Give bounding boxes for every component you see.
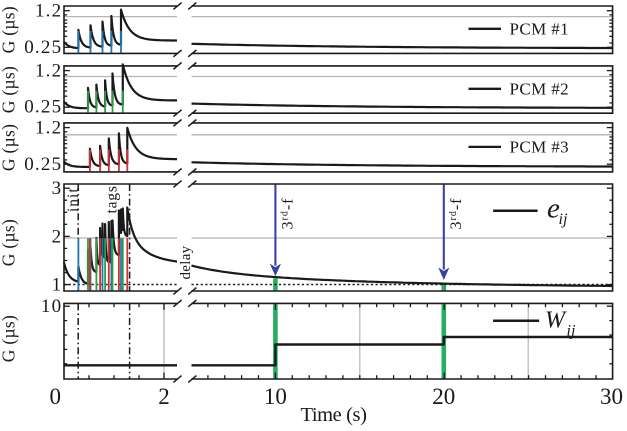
- svg-text:e: e: [547, 193, 560, 225]
- svg-text:ij: ij: [559, 211, 568, 228]
- svg-text:PCM #2: PCM #2: [510, 80, 570, 99]
- svg-text:30: 30: [600, 384, 623, 409]
- svg-text:3: 3: [52, 178, 63, 199]
- svg-text:G (µs): G (µs): [0, 315, 19, 362]
- svg-text:20: 20: [432, 384, 455, 409]
- svg-text:Time (s): Time (s): [300, 404, 366, 426]
- svg-text:ij: ij: [567, 323, 576, 340]
- svg-text:10: 10: [264, 384, 287, 409]
- svg-text:1.2: 1.2: [35, 1, 62, 22]
- svg-text:init: init: [65, 187, 82, 212]
- svg-text:W: W: [545, 308, 567, 334]
- svg-text:G (µs): G (µs): [0, 66, 19, 113]
- svg-text:10: 10: [41, 296, 62, 317]
- svg-text:G (µs): G (µs): [0, 6, 19, 53]
- svg-text:delay: delay: [178, 245, 194, 279]
- svg-text:PCM #1: PCM #1: [510, 20, 570, 39]
- svg-text:1: 1: [52, 275, 63, 296]
- svg-text:3rd-f: 3rd-f: [448, 198, 465, 230]
- svg-text:2: 2: [52, 226, 63, 247]
- svg-text:0.25: 0.25: [24, 37, 62, 58]
- svg-text:tags: tags: [104, 185, 121, 213]
- svg-text:G (µs): G (µs): [0, 219, 19, 266]
- svg-text:0.25: 0.25: [24, 154, 62, 175]
- svg-text:1.2: 1.2: [35, 117, 62, 138]
- svg-text:0.25: 0.25: [24, 97, 62, 118]
- svg-text:0: 0: [49, 384, 61, 409]
- svg-text:2: 2: [158, 384, 170, 409]
- svg-text:3rd-f: 3rd-f: [280, 198, 297, 230]
- svg-text:1.2: 1.2: [35, 60, 62, 81]
- svg-text:PCM #3: PCM #3: [510, 138, 570, 157]
- svg-text:G (µs): G (µs): [0, 124, 19, 171]
